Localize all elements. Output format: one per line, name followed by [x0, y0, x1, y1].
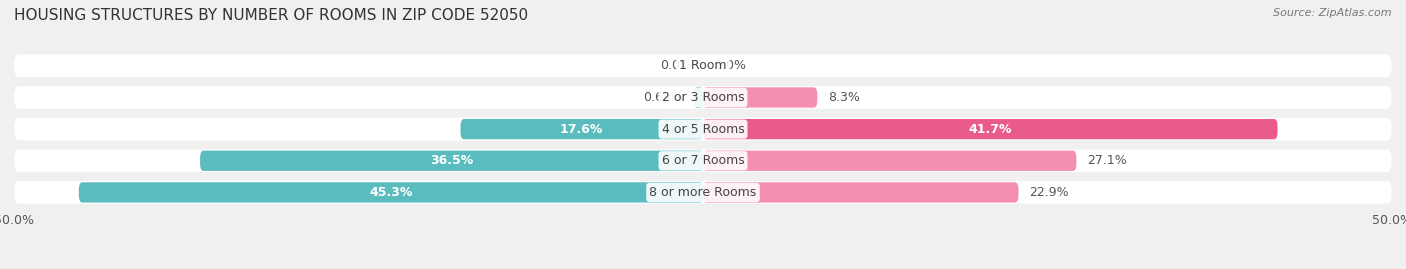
Text: 1 Room: 1 Room: [679, 59, 727, 72]
Text: 36.5%: 36.5%: [430, 154, 474, 167]
FancyBboxPatch shape: [703, 182, 1018, 203]
Text: 4 or 5 Rooms: 4 or 5 Rooms: [662, 123, 744, 136]
Text: 45.3%: 45.3%: [370, 186, 412, 199]
FancyBboxPatch shape: [14, 55, 1392, 77]
Text: 0.0%: 0.0%: [659, 59, 692, 72]
FancyBboxPatch shape: [703, 87, 817, 108]
Text: 17.6%: 17.6%: [560, 123, 603, 136]
FancyBboxPatch shape: [14, 118, 1392, 140]
FancyBboxPatch shape: [14, 87, 1392, 108]
FancyBboxPatch shape: [14, 118, 1392, 140]
FancyBboxPatch shape: [14, 181, 1392, 204]
FancyBboxPatch shape: [693, 87, 703, 108]
FancyBboxPatch shape: [703, 119, 1278, 139]
Text: 22.9%: 22.9%: [1029, 186, 1069, 199]
FancyBboxPatch shape: [14, 54, 1392, 77]
Text: 27.1%: 27.1%: [1087, 154, 1128, 167]
Text: 2 or 3 Rooms: 2 or 3 Rooms: [662, 91, 744, 104]
Text: 0.0%: 0.0%: [714, 59, 747, 72]
FancyBboxPatch shape: [703, 151, 1077, 171]
FancyBboxPatch shape: [14, 150, 1392, 172]
FancyBboxPatch shape: [461, 119, 703, 139]
Text: 41.7%: 41.7%: [969, 123, 1012, 136]
FancyBboxPatch shape: [14, 149, 1392, 172]
Text: 0.68%: 0.68%: [643, 91, 682, 104]
Text: HOUSING STRUCTURES BY NUMBER OF ROOMS IN ZIP CODE 52050: HOUSING STRUCTURES BY NUMBER OF ROOMS IN…: [14, 8, 529, 23]
Text: 8.3%: 8.3%: [828, 91, 860, 104]
FancyBboxPatch shape: [14, 86, 1392, 109]
Text: Source: ZipAtlas.com: Source: ZipAtlas.com: [1274, 8, 1392, 18]
Text: 6 or 7 Rooms: 6 or 7 Rooms: [662, 154, 744, 167]
FancyBboxPatch shape: [79, 182, 703, 203]
Text: 8 or more Rooms: 8 or more Rooms: [650, 186, 756, 199]
FancyBboxPatch shape: [14, 182, 1392, 203]
FancyBboxPatch shape: [200, 151, 703, 171]
